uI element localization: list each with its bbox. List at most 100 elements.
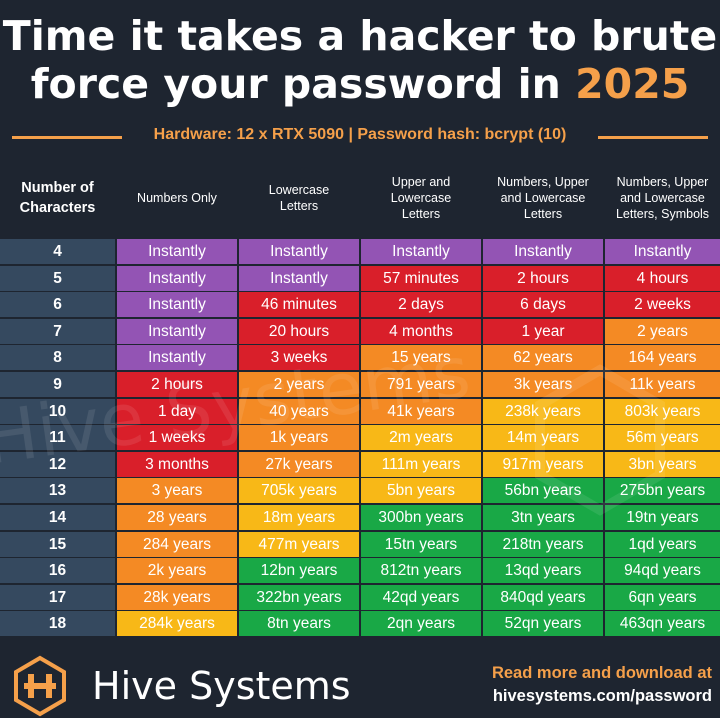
title-line-2-prefix: force your password in: [30, 60, 576, 108]
row-char-count: 12: [0, 451, 115, 477]
table-cell: 218tn years: [483, 531, 603, 557]
table-cell: 57 minutes: [361, 265, 481, 291]
table-cell: 705k years: [239, 478, 359, 504]
table-cell: 111m years: [361, 451, 481, 477]
table-row: 12 3 months 27k years 111m years 917m years 3…: [0, 451, 720, 477]
table-cell: 791 years: [361, 372, 481, 397]
subtitle-divider-left: [12, 136, 122, 139]
table-row: 18 284k years 8tn years 2qn years 52qn years…: [0, 611, 720, 637]
row-char-count: 17: [0, 584, 115, 610]
table-cell: 3 weeks: [239, 345, 359, 371]
table-cell: 12bn years: [239, 558, 359, 584]
table-cell: 56bn years: [483, 478, 603, 504]
table-row: 17 28k years 322bn years 42qd years 840qd ye…: [0, 584, 720, 610]
read-more-url[interactable]: hivesystems.com/password: [492, 687, 712, 705]
table-cell: Instantly: [117, 239, 237, 264]
table-cell: 164 years: [605, 345, 720, 371]
table-cell: 3k years: [483, 372, 603, 397]
table-cell: 2k years: [117, 558, 237, 584]
table-cell: 2m years: [361, 425, 481, 451]
table-cell: 3 months: [117, 451, 237, 477]
header-col-3: Upper and Lowercase Letters: [390, 175, 452, 221]
row-char-count: 9: [0, 372, 115, 397]
table-cell: 5bn years: [361, 478, 481, 504]
table-cell: 28k years: [117, 584, 237, 610]
brand-name: Hive Systems: [92, 664, 351, 708]
table-cell: 3tn years: [483, 505, 603, 530]
header-col-4: Numbers, Upper and Lowercase Letters: [497, 175, 589, 221]
table-cell: 2 hours: [117, 372, 237, 397]
table-row: 14 28 years 18m years 300bn years 3tn years 1…: [0, 505, 720, 530]
table-cell: Instantly: [117, 265, 237, 291]
title-line-2: force your password in 2025: [0, 60, 720, 108]
table-cell: 917m years: [483, 451, 603, 477]
table-cell: 3bn years: [605, 451, 720, 477]
table-cell: 14m years: [483, 425, 603, 451]
table-cell: 6qn years: [605, 584, 720, 610]
table-cell: 4 hours: [605, 265, 720, 291]
table-cell: Instantly: [483, 239, 603, 264]
table-cell: 4 months: [361, 318, 481, 344]
subtitle-row: Hardware: 12 x RTX 5090 | Password hash:…: [0, 124, 720, 150]
table-cell: 275bn years: [605, 478, 720, 504]
row-char-count: 5: [0, 265, 115, 291]
table-cell: 40 years: [239, 398, 359, 424]
table-row: 15 284 years 477m years 15tn years 218tn yea…: [0, 531, 720, 557]
table-cell: 2qn years: [361, 611, 481, 637]
table-cell: Instantly: [239, 239, 359, 264]
table-cell: Instantly: [117, 345, 237, 371]
table-cell: 2 hours: [483, 265, 603, 291]
row-char-count: 16: [0, 558, 115, 584]
table-cell: 8tn years: [239, 611, 359, 637]
table-row: 7 Instantly 20 hours 4 months 1 year 2 years: [0, 318, 720, 344]
table-cell: 300bn years: [361, 505, 481, 530]
row-char-count: 11: [0, 425, 115, 451]
table-cell: 2 weeks: [605, 292, 720, 318]
table-cell: 1 weeks: [117, 425, 237, 451]
row-char-count: 18: [0, 611, 115, 637]
table-cell: 56m years: [605, 425, 720, 451]
row-char-count: 10: [0, 398, 115, 424]
table-cell: 2 years: [605, 318, 720, 344]
table-cell: 42qd years: [361, 584, 481, 610]
table-row: 11 1 weeks 1k years 2m years 14m years 56m ye…: [0, 425, 720, 451]
subtitle: Hardware: 12 x RTX 5090 | Password hash:…: [153, 126, 567, 143]
table-cell: 3 years: [117, 478, 237, 504]
table-cell: 6 days: [483, 292, 603, 318]
table-cell: 803k years: [605, 398, 720, 424]
table-cell: Instantly: [117, 318, 237, 344]
table-cell: 46 minutes: [239, 292, 359, 318]
table-cell: Instantly: [605, 239, 720, 264]
table-cell: 284k years: [117, 611, 237, 637]
table-cell: 1k years: [239, 425, 359, 451]
table-cell: 322bn years: [239, 584, 359, 610]
header-col-5: Numbers, Upper and Lowercase Letters, Symb…: [615, 175, 710, 221]
table-cell: 52qn years: [483, 611, 603, 637]
table-row: 8 Instantly 3 weeks 15 years 62 years 164 yea…: [0, 345, 720, 371]
table-row: 6 Instantly 46 minutes 2 days 6 days 2 weeks: [0, 292, 720, 318]
row-char-count: 6: [0, 292, 115, 318]
table-cell: 62 years: [483, 345, 603, 371]
table-row: 13 3 years 705k years 5bn years 56bn years 27…: [0, 478, 720, 504]
title-year: 2025: [575, 60, 690, 108]
table-cell: 477m years: [239, 531, 359, 557]
table-cell: Instantly: [361, 239, 481, 264]
subtitle-divider-right: [598, 136, 708, 139]
table-cell: 28 years: [117, 505, 237, 530]
table-cell: 94qd years: [605, 558, 720, 584]
table-cell: Instantly: [239, 265, 359, 291]
table-cell: 1 year: [483, 318, 603, 344]
table-cell: 2 years: [239, 372, 359, 397]
table-cell: 15tn years: [361, 531, 481, 557]
table-cell: 2 days: [361, 292, 481, 318]
row-char-count: 14: [0, 505, 115, 530]
table-cell: Instantly: [117, 292, 237, 318]
table-cell: 840qd years: [483, 584, 603, 610]
page-title: Time it takes a hacker to brute force yo…: [0, 12, 720, 108]
table-row: 16 2k years 12bn years 812tn years 13qd year…: [0, 558, 720, 584]
header-col-2: Lowercase Letters: [268, 183, 330, 213]
table-cell: 41k years: [361, 398, 481, 424]
table-cell: 20 hours: [239, 318, 359, 344]
row-char-count: 13: [0, 478, 115, 504]
